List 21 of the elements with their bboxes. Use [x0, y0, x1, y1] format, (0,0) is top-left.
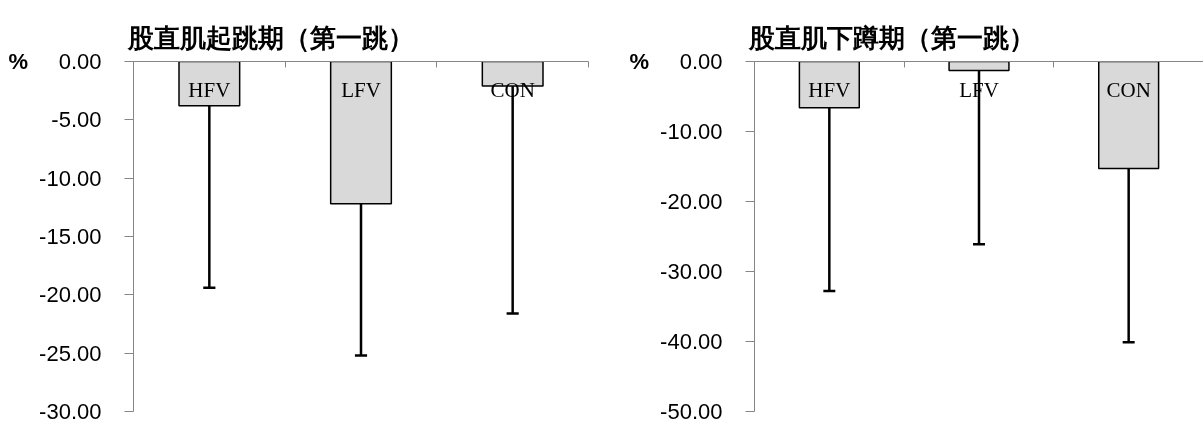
y-tick-label: -10.00 [660, 119, 723, 144]
y-tick-label: -10.00 [39, 165, 102, 191]
y-tick-label: -50.00 [660, 399, 723, 421]
y-tick-label: -30.00 [660, 259, 723, 284]
y-axis-title: % [8, 49, 29, 74]
y-tick-label: -40.00 [660, 329, 723, 354]
y-tick-label: -15.00 [39, 224, 102, 249]
x-tick-label: HFV [808, 77, 851, 102]
y-tick-label: -30.00 [39, 399, 102, 421]
y-tick-label: -20.00 [660, 189, 723, 214]
y-tick-label: -20.00 [39, 282, 102, 308]
chart-title: 股直肌下蹲期（第一跳） [747, 22, 1035, 53]
y-axis-title: % [629, 49, 650, 74]
x-tick-label: HFV [188, 77, 231, 102]
chart-title: 股直肌起跳期（第一跳） [126, 22, 414, 53]
y-tick-label: 0.00 [58, 49, 102, 74]
x-tick-label: LFV [341, 77, 381, 102]
y-tick-label: 0.00 [679, 49, 723, 74]
x-tick-label: CON [1106, 77, 1151, 102]
y-tick-label: -5.00 [51, 107, 102, 133]
y-tick-label: -25.00 [39, 340, 102, 366]
